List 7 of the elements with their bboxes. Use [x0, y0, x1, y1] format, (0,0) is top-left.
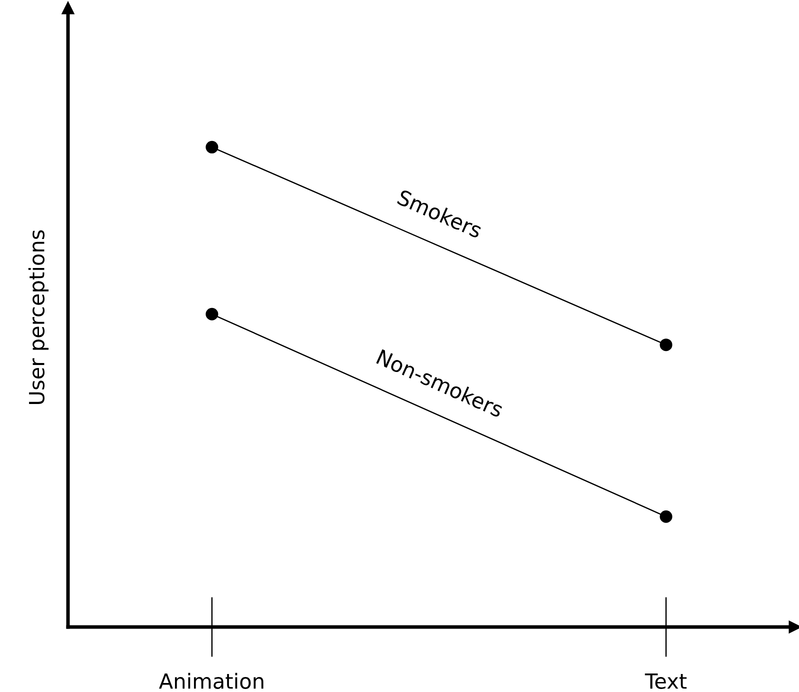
y-axis-title: User perceptions [28, 230, 49, 404]
point [660, 338, 672, 352]
x-tick-label: Text [644, 673, 687, 689]
x-tick-label: Animation [159, 672, 264, 689]
point [206, 140, 218, 154]
point [660, 510, 672, 523]
point [206, 308, 218, 320]
